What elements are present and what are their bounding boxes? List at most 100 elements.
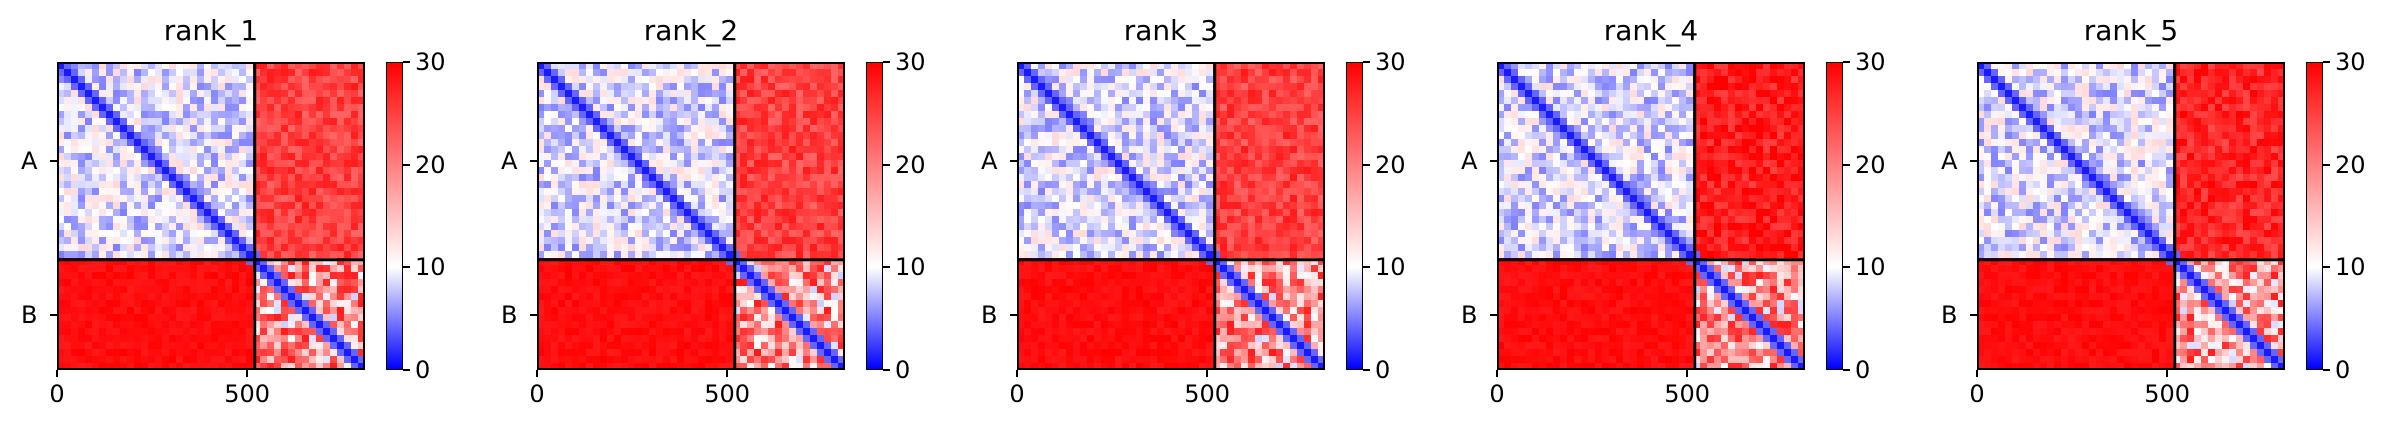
- heatmap-cell: [1129, 216, 1137, 224]
- heatmap-cell: [663, 349, 671, 357]
- heatmap-cell: [1199, 209, 1207, 217]
- heatmap-cell: [302, 118, 310, 126]
- heatmap-cell: [113, 153, 121, 161]
- heatmap-cell: [824, 356, 832, 364]
- heatmap-cell: [579, 167, 587, 175]
- heatmap-cell: [789, 62, 797, 70]
- heatmap-cell: [120, 356, 128, 364]
- heatmap-cell: [789, 321, 797, 329]
- heatmap-cell: [274, 209, 282, 217]
- heatmap-cell: [565, 314, 573, 322]
- heatmap-cell: [1052, 146, 1060, 154]
- heatmap-cell: [1059, 76, 1067, 84]
- heatmap-cell: [705, 349, 713, 357]
- heatmap-cell: [551, 216, 559, 224]
- heatmap-cell: [183, 104, 191, 112]
- heatmap-cell: [663, 76, 671, 84]
- heatmap-cell: [677, 349, 685, 357]
- heatmap-cell: [551, 223, 559, 231]
- heatmap-cell: [120, 286, 128, 294]
- heatmap-cell: [169, 97, 177, 105]
- heatmap-cell: [1108, 62, 1116, 70]
- heatmap-cell: [148, 139, 156, 147]
- heatmap-cell: [218, 223, 226, 231]
- heatmap-cell: [733, 188, 741, 196]
- heatmap-cell: [64, 293, 72, 301]
- heatmap-cell: [295, 76, 303, 84]
- heatmap-cell: [537, 188, 545, 196]
- heatmap-cell: [544, 188, 552, 196]
- heatmap-cell: [1115, 230, 1123, 238]
- heatmap-cell: [768, 349, 776, 357]
- heatmap-cell: [537, 104, 545, 112]
- heatmap-cell: [747, 279, 755, 287]
- heatmap-cell: [747, 321, 755, 329]
- heatmap-cell: [677, 321, 685, 329]
- heatmap-cell: [134, 321, 142, 329]
- heatmap-cell: [698, 258, 706, 266]
- heatmap-cell: [684, 342, 692, 350]
- heatmap-cell: [761, 335, 769, 343]
- heatmap-cell: [64, 286, 72, 294]
- heatmap-cell: [141, 104, 149, 112]
- heatmap-cell: [635, 69, 643, 77]
- heatmap-cell: [1045, 230, 1053, 238]
- heatmap-cell: [323, 62, 331, 70]
- heatmap-cell: [1157, 195, 1165, 203]
- heatmap-cell: [1066, 146, 1074, 154]
- heatmap-cell: [358, 153, 365, 161]
- heatmap-cell: [733, 69, 741, 77]
- heatmap-cell: [309, 146, 317, 154]
- heatmap-cell: [155, 153, 163, 161]
- heatmap-cell: [106, 321, 114, 329]
- heatmap-cell: [1227, 188, 1235, 196]
- heatmap-cell: [197, 328, 205, 336]
- heatmap-cell: [351, 293, 359, 301]
- heatmap-cell: [1304, 90, 1312, 98]
- heatmap-cell: [1150, 83, 1158, 91]
- heatmap-cell: [607, 90, 615, 98]
- heatmap-cell: [281, 139, 289, 147]
- heatmap-cell: [246, 195, 254, 203]
- heatmap-cell: [134, 62, 142, 70]
- heatmap-cell: [71, 125, 79, 133]
- heatmap-cell: [106, 181, 114, 189]
- heatmap-cell: [551, 209, 559, 217]
- heatmap-cell: [698, 160, 706, 168]
- heatmap-cell: [1136, 97, 1144, 105]
- heatmap-cell: [1017, 223, 1025, 231]
- heatmap-cell: [1150, 174, 1158, 182]
- heatmap-cell: [113, 216, 121, 224]
- heatmap-cell: [64, 174, 72, 182]
- heatmap-cell: [302, 258, 310, 266]
- heatmap-cell: [803, 69, 811, 77]
- heatmap-cell: [141, 342, 149, 350]
- heatmap-cell: [1031, 216, 1039, 224]
- heatmap-cell: [1276, 90, 1284, 98]
- heatmap-cell: [719, 69, 727, 77]
- heatmap-cell: [1213, 76, 1221, 84]
- heatmap-cell: [544, 167, 552, 175]
- heatmap-cell: [754, 314, 762, 322]
- heatmap-cell: [1304, 125, 1312, 133]
- heatmap-cell: [323, 216, 331, 224]
- heatmap-cell: [204, 272, 212, 280]
- heatmap-cell: [670, 118, 678, 126]
- heatmap-cell: [684, 160, 692, 168]
- heatmap-cell: [1045, 62, 1053, 70]
- heatmap-cell: [281, 237, 289, 245]
- heatmap-cell: [85, 300, 93, 308]
- heatmap-cell: [1080, 167, 1088, 175]
- heatmap-cell: [316, 279, 324, 287]
- heatmap-cell: [768, 363, 776, 370]
- heatmap-cell: [99, 90, 107, 98]
- heatmap-cell: [698, 363, 706, 370]
- heatmap-cell: [1122, 223, 1130, 231]
- heatmap-cell: [92, 356, 100, 364]
- heatmap-cell: [649, 230, 657, 238]
- heatmap-cell: [330, 160, 338, 168]
- heatmap-cell: [1199, 216, 1207, 224]
- heatmap-cell: [1157, 76, 1165, 84]
- heatmap-cell: [106, 216, 114, 224]
- heatmap-cell: [330, 146, 338, 154]
